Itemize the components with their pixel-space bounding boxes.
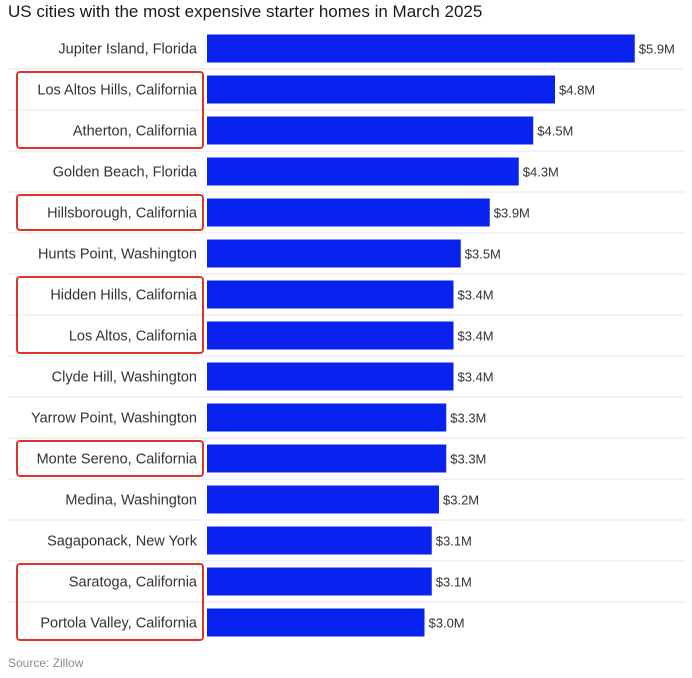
category-label: Atherton, California (73, 124, 198, 140)
bar (207, 403, 447, 432)
category-label: Los Altos Hills, California (37, 83, 197, 99)
category-label: Yarrow Point, Washington (31, 411, 197, 427)
category-label: Clyde Hill, Washington (52, 370, 197, 386)
category-label: Jupiter Island, Florida (58, 42, 198, 58)
data-label: $3.2M (443, 493, 479, 508)
bar (207, 362, 454, 391)
data-label: $3.4M (458, 370, 494, 385)
highlight-box (16, 194, 204, 231)
category-label: Monte Sereno, California (37, 452, 198, 468)
bar (207, 608, 425, 637)
data-label: $3.5M (465, 247, 501, 262)
bar (207, 157, 519, 186)
category-label: Sagaponack, New York (47, 534, 198, 550)
chart-title: US cities with the most expensive starte… (8, 2, 483, 21)
data-label: $4.3M (523, 165, 559, 180)
bar (207, 526, 432, 555)
bar (207, 116, 534, 145)
data-label: $3.1M (436, 534, 472, 549)
highlight-box (16, 440, 204, 477)
category-label: Los Altos, California (69, 329, 198, 345)
data-label: $4.5M (537, 124, 573, 139)
bar-chart: Jupiter Island, Florida $5.9M Los Altos Hi… (8, 34, 684, 641)
category-label: Portola Valley, California (40, 616, 198, 632)
bar (207, 485, 439, 514)
category-label: Medina, Washington (65, 493, 197, 509)
data-label: $3.3M (450, 411, 486, 426)
data-label: $3.0M (429, 616, 465, 631)
highlight-box (16, 563, 204, 641)
data-label: $3.3M (450, 452, 486, 467)
bar (207, 239, 461, 268)
source-note: Source: Zillow (8, 656, 84, 670)
highlight-box (16, 71, 204, 149)
data-label: $3.1M (436, 575, 472, 590)
data-label: $3.4M (458, 288, 494, 303)
category-label: Hillsborough, California (47, 206, 198, 222)
category-label: Golden Beach, Florida (53, 165, 198, 181)
bar (207, 34, 635, 63)
bar (207, 567, 432, 596)
data-label: $3.9M (494, 206, 530, 221)
bar (207, 321, 454, 350)
data-label: $4.8M (559, 83, 595, 98)
bar (207, 444, 447, 473)
highlight-box (16, 276, 204, 354)
bar (207, 280, 454, 309)
bar (207, 75, 555, 104)
data-label: $5.9M (639, 42, 675, 57)
category-label: Hidden Hills, California (50, 288, 198, 304)
category-label: Saratoga, California (69, 575, 198, 591)
bar (207, 198, 490, 227)
category-label: Hunts Point, Washington (38, 247, 197, 263)
data-label: $3.4M (458, 329, 494, 344)
